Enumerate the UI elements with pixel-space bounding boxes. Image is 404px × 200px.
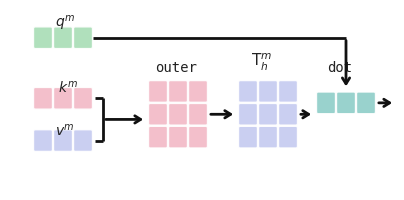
FancyBboxPatch shape	[238, 103, 257, 125]
FancyBboxPatch shape	[259, 126, 278, 148]
FancyBboxPatch shape	[278, 81, 297, 102]
FancyBboxPatch shape	[74, 87, 93, 109]
Text: dot: dot	[327, 61, 353, 75]
FancyBboxPatch shape	[34, 87, 53, 109]
FancyBboxPatch shape	[53, 87, 72, 109]
FancyBboxPatch shape	[74, 130, 93, 151]
FancyBboxPatch shape	[189, 126, 208, 148]
FancyBboxPatch shape	[149, 126, 168, 148]
Text: $v^m$: $v^m$	[55, 122, 75, 138]
FancyBboxPatch shape	[238, 126, 257, 148]
Text: $k^m$: $k^m$	[58, 80, 78, 96]
FancyBboxPatch shape	[34, 27, 53, 49]
FancyBboxPatch shape	[259, 103, 278, 125]
FancyBboxPatch shape	[189, 103, 208, 125]
FancyBboxPatch shape	[168, 126, 187, 148]
Text: $\mathsf{T}^m_h$: $\mathsf{T}^m_h$	[251, 52, 273, 73]
FancyBboxPatch shape	[278, 103, 297, 125]
FancyBboxPatch shape	[53, 27, 72, 49]
FancyBboxPatch shape	[34, 130, 53, 151]
FancyBboxPatch shape	[316, 92, 335, 114]
FancyBboxPatch shape	[168, 103, 187, 125]
FancyBboxPatch shape	[149, 81, 168, 102]
FancyBboxPatch shape	[278, 126, 297, 148]
FancyBboxPatch shape	[189, 81, 208, 102]
FancyBboxPatch shape	[356, 92, 375, 114]
FancyBboxPatch shape	[149, 103, 168, 125]
FancyBboxPatch shape	[337, 92, 356, 114]
FancyBboxPatch shape	[168, 81, 187, 102]
FancyBboxPatch shape	[53, 130, 72, 151]
FancyBboxPatch shape	[259, 81, 278, 102]
Text: $q^m$: $q^m$	[55, 14, 75, 33]
FancyBboxPatch shape	[238, 81, 257, 102]
FancyBboxPatch shape	[74, 27, 93, 49]
Text: outer: outer	[155, 61, 197, 75]
